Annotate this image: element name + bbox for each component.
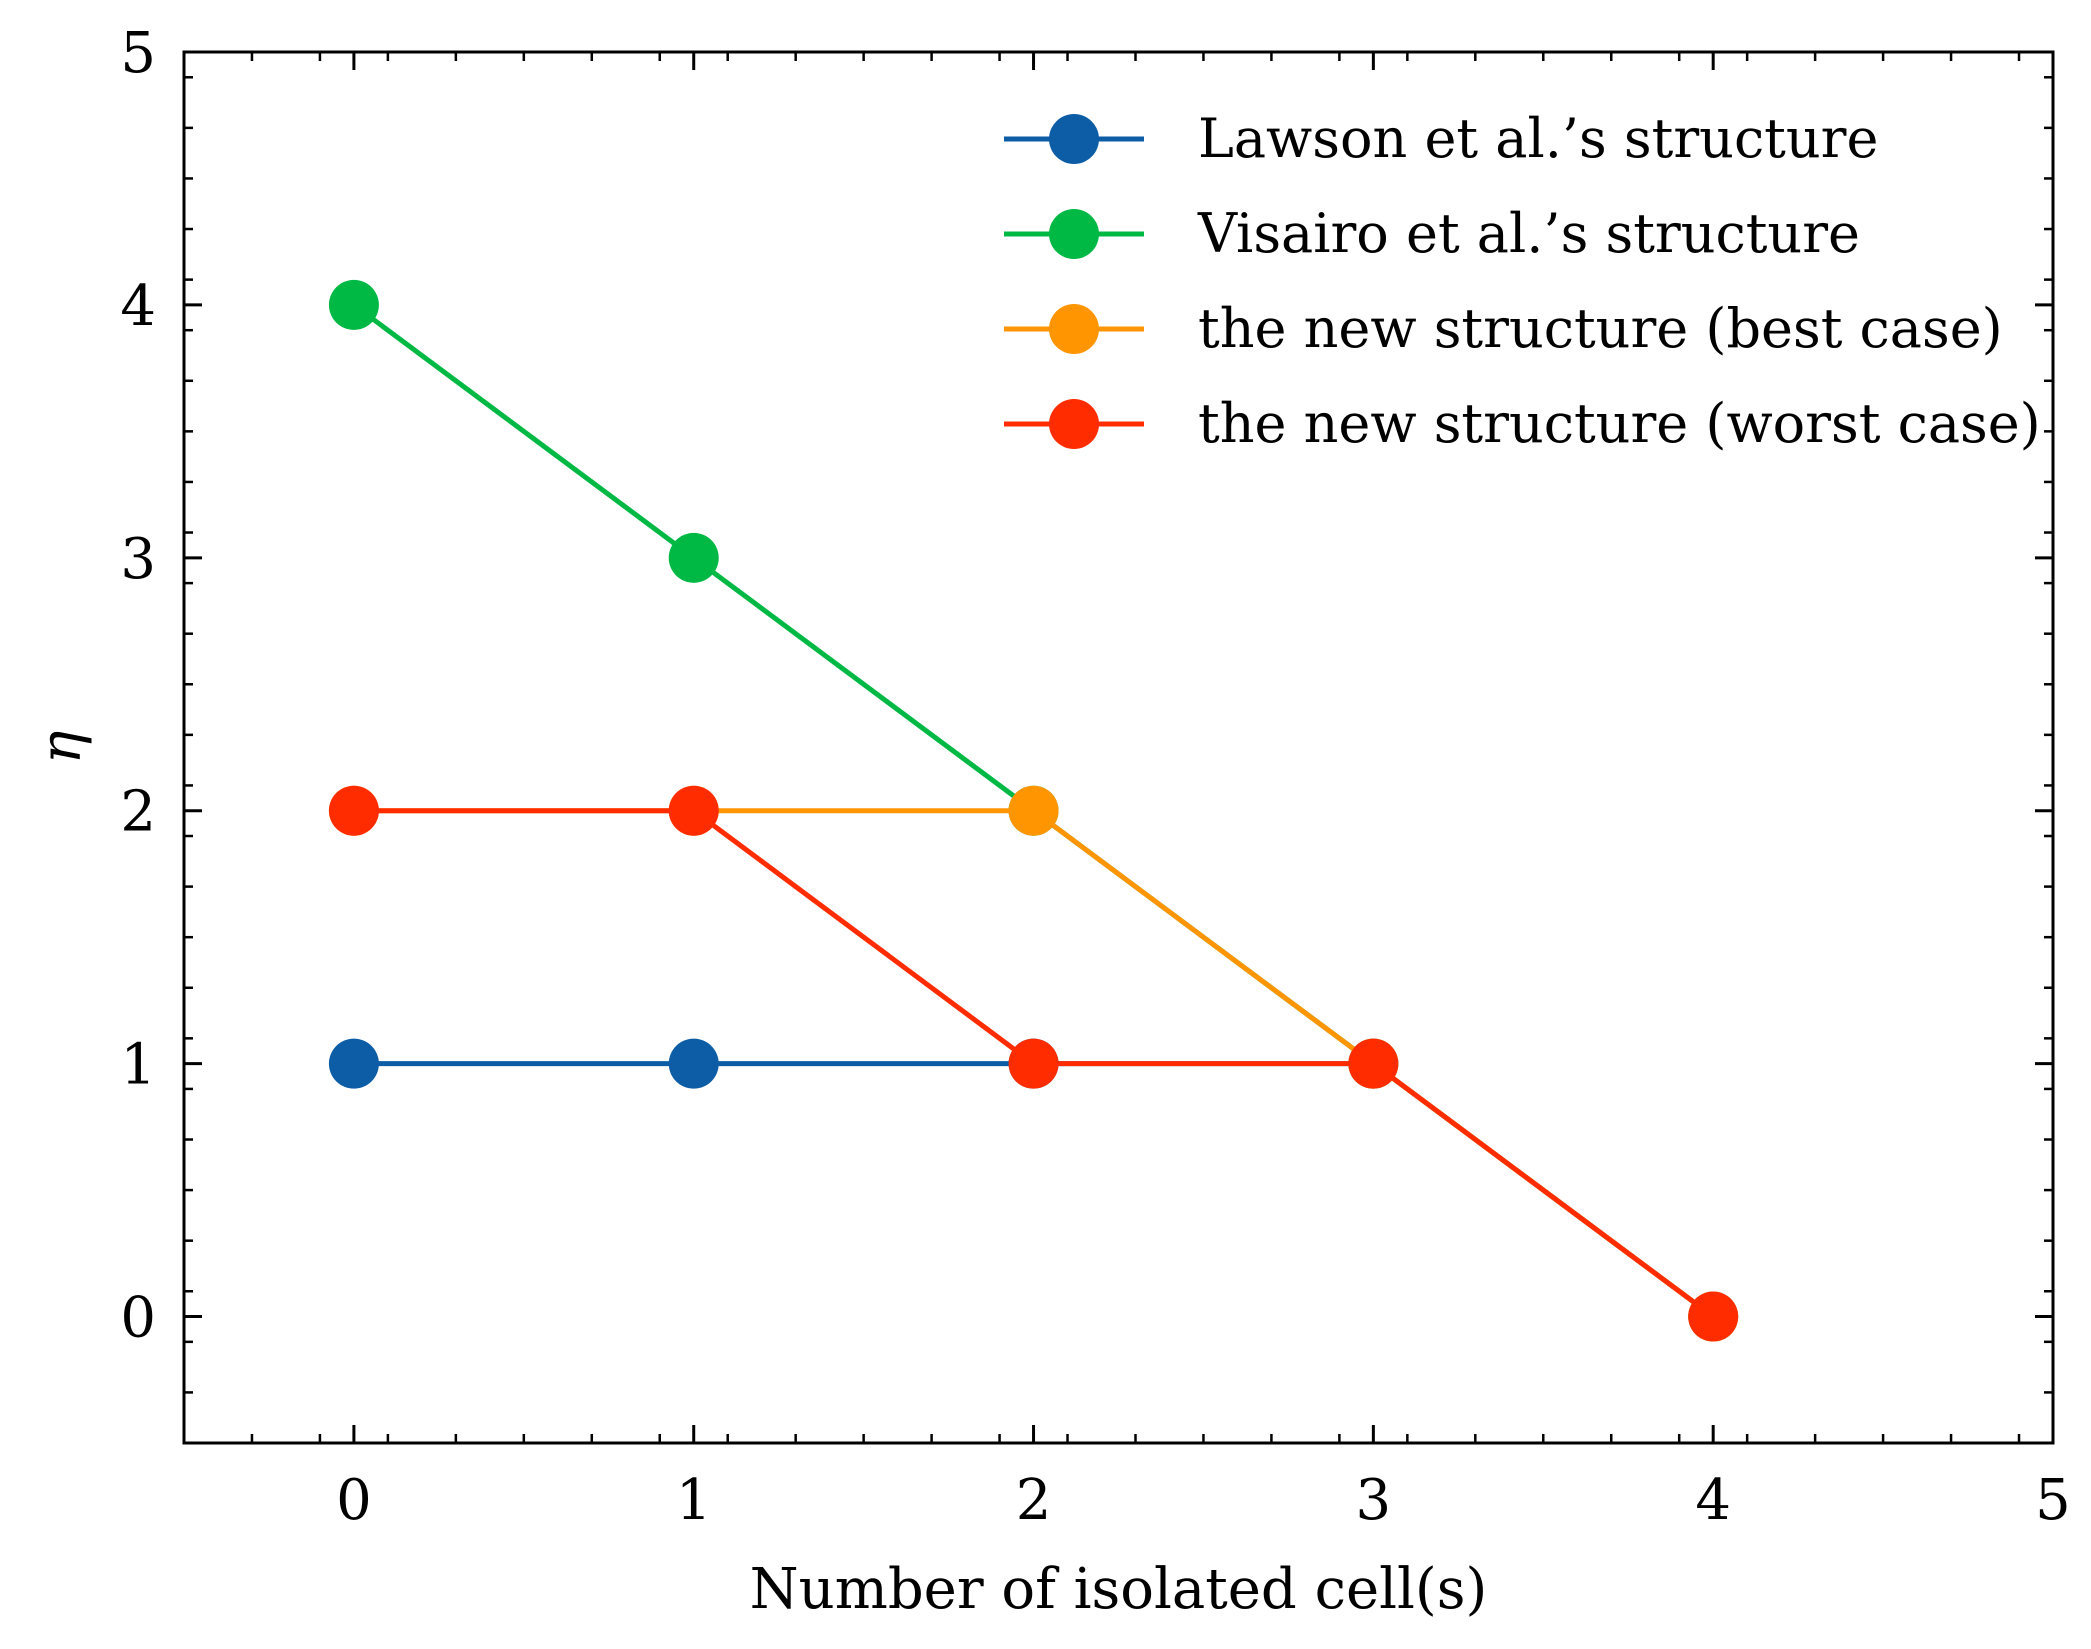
x-axis-label: Number of isolated cell(s) bbox=[750, 1557, 1488, 1622]
x-tick-label: 2 bbox=[1016, 1468, 1052, 1533]
legend-marker bbox=[1049, 209, 1099, 259]
x-tick-label: 0 bbox=[336, 1468, 372, 1533]
x-tick-label: 3 bbox=[1356, 1468, 1392, 1533]
x-tick-label: 1 bbox=[676, 1468, 712, 1533]
plot-frame bbox=[182, 50, 2055, 1445]
data-point bbox=[328, 785, 379, 836]
legend-marker bbox=[1049, 304, 1099, 354]
data-point bbox=[328, 279, 379, 330]
y-tick-label: 5 bbox=[120, 21, 156, 86]
legend: Lawson et al.’s structure Visairo et al.’… bbox=[1004, 107, 2041, 455]
tick-labels: 0 1 2 3 4 5 0 1 2 3 4 5 bbox=[120, 21, 2070, 1533]
legend-entry: the new structure (best case) bbox=[1004, 297, 2003, 360]
data-point bbox=[1688, 1291, 1739, 1342]
y-tick-label: 1 bbox=[120, 1033, 156, 1098]
data-point bbox=[1348, 1038, 1399, 1089]
data-point bbox=[668, 1038, 719, 1089]
legend-label: Visairo et al.’s structure bbox=[1197, 202, 1860, 265]
legend-entry: Lawson et al.’s structure bbox=[1004, 107, 1878, 170]
legend-label: Lawson et al.’s structure bbox=[1198, 107, 1878, 170]
legend-marker bbox=[1049, 399, 1099, 449]
y-tick-label: 4 bbox=[120, 274, 156, 339]
series-group bbox=[328, 279, 1739, 1342]
legend-entry: the new structure (worst case) bbox=[1004, 392, 2041, 455]
data-point bbox=[668, 532, 719, 583]
legend-marker bbox=[1049, 114, 1099, 164]
data-point bbox=[668, 785, 719, 836]
legend-label: the new structure (best case) bbox=[1198, 297, 2003, 360]
legend-label: the new structure (worst case) bbox=[1198, 392, 2041, 455]
series-4 bbox=[328, 785, 1739, 1342]
legend-entry: Visairo et al.’s structure bbox=[1004, 202, 1860, 265]
y-tick-label: 3 bbox=[120, 527, 156, 592]
data-point bbox=[1008, 785, 1059, 836]
y-axis-label: η bbox=[29, 731, 94, 765]
data-point bbox=[328, 1038, 379, 1089]
y-tick-label: 0 bbox=[120, 1286, 156, 1351]
y-tick-label: 2 bbox=[120, 780, 156, 845]
data-point bbox=[1008, 1038, 1059, 1089]
x-tick-label: 5 bbox=[2035, 1468, 2071, 1533]
x-tick-label: 4 bbox=[1695, 1468, 1731, 1533]
